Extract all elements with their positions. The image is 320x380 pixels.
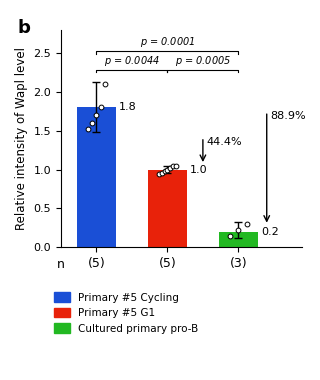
Text: n: n: [57, 258, 65, 271]
Point: [102, 81, 108, 87]
Point: [156, 171, 162, 177]
Point: [159, 169, 164, 176]
Point: [85, 126, 91, 132]
Point: [244, 221, 249, 227]
Text: $p$ = 0.0005: $p$ = 0.0005: [175, 54, 231, 68]
Text: $p$ = 0.0044: $p$ = 0.0044: [104, 54, 160, 68]
Text: 1.8: 1.8: [119, 102, 137, 112]
Point: [168, 165, 173, 171]
Point: [227, 233, 232, 239]
Text: 0.2: 0.2: [261, 227, 279, 237]
Point: [173, 163, 179, 169]
Text: 88.9%: 88.9%: [270, 111, 306, 121]
Point: [94, 112, 99, 118]
Y-axis label: Relative intensity of Wapl level: Relative intensity of Wapl level: [15, 47, 28, 230]
Point: [236, 227, 241, 233]
Bar: [77, 108, 116, 247]
Text: 1.0: 1.0: [190, 165, 208, 174]
Bar: [219, 232, 258, 247]
Legend: Primary #5 Cycling, Primary #5 G1, Cultured primary pro-B: Primary #5 Cycling, Primary #5 G1, Cultu…: [54, 293, 198, 334]
Point: [162, 168, 167, 174]
Text: b: b: [18, 19, 30, 37]
Point: [98, 105, 103, 111]
Point: [165, 166, 170, 173]
Text: 44.4%: 44.4%: [206, 137, 242, 147]
Text: $p$ = 0.0001: $p$ = 0.0001: [140, 35, 195, 49]
Point: [90, 120, 95, 126]
Point: [171, 163, 176, 169]
Bar: [148, 169, 187, 247]
